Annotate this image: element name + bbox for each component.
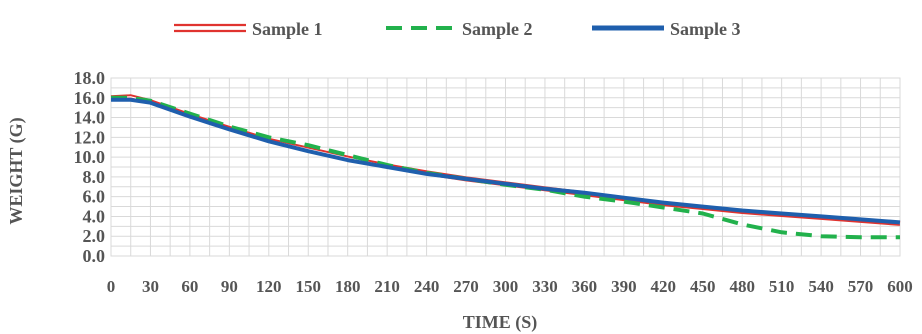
y-axis-ticks: 0.02.04.06.08.010.012.014.016.018.0 (74, 68, 106, 266)
x-tick-label: 330 (532, 277, 558, 296)
y-tick-label: 10.0 (74, 147, 106, 167)
y-tick-label: 6.0 (83, 187, 106, 207)
x-tick-label: 0 (107, 277, 116, 296)
y-axis-title: WEIGHT (G) (6, 117, 27, 224)
y-tick-label: 8.0 (83, 167, 106, 187)
y-tick-label: 18.0 (74, 68, 106, 88)
plot-frame (110, 77, 901, 257)
x-tick-label: 420 (651, 277, 677, 296)
x-axis-title: TIME (S) (463, 312, 538, 333)
grid (110, 77, 901, 257)
legend: Sample 1 Sample 2 Sample 3 (174, 19, 741, 39)
y-tick-label: 2.0 (83, 226, 106, 246)
x-tick-label: 360 (572, 277, 598, 296)
x-tick-label: 150 (296, 277, 322, 296)
y-tick-label: 14.0 (74, 108, 106, 128)
y-tick-label: 4.0 (83, 206, 106, 226)
y-tick-label: 12.0 (74, 127, 106, 147)
x-tick-label: 240 (414, 277, 440, 296)
x-tick-label: 450 (690, 277, 716, 296)
x-tick-label: 180 (335, 277, 361, 296)
legend-item-3-label: Sample 3 (670, 19, 741, 39)
x-tick-label: 60 (181, 277, 198, 296)
y-tick-label: 16.0 (74, 88, 106, 108)
series-3-line (111, 97, 901, 225)
x-tick-label: 270 (453, 277, 479, 296)
x-tick-label: 210 (374, 277, 400, 296)
x-tick-label: 90 (221, 277, 238, 296)
x-tick-label: 570 (848, 277, 874, 296)
x-tick-label: 30 (142, 277, 159, 296)
legend-item-2-label: Sample 2 (462, 19, 533, 39)
y-tick-label: 0.0 (83, 246, 106, 266)
x-tick-label: 480 (729, 277, 755, 296)
x-tick-label: 540 (808, 277, 834, 296)
x-axis-ticks: 0 30 60 90 120 150 180 210 240 270 300 330 360 390 420… (107, 277, 913, 296)
x-tick-label: 600 (887, 277, 913, 296)
x-tick-label: 120 (256, 277, 282, 296)
x-tick-label: 390 (611, 277, 637, 296)
x-tick-label: 300 (493, 277, 519, 296)
series-lines (110, 94, 901, 240)
legend-item-1-label: Sample 1 (252, 19, 323, 39)
x-tick-label: 510 (769, 277, 795, 296)
